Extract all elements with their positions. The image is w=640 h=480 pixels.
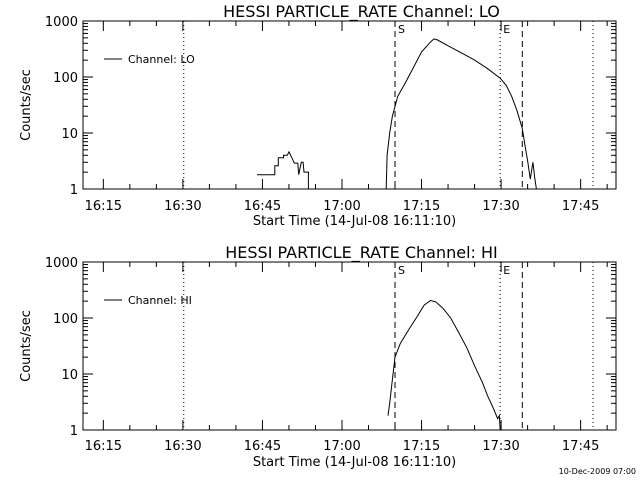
event-marker-label: S	[398, 23, 405, 36]
chart-title: HESSI PARTICLE_RATE Channel: LO	[223, 2, 500, 22]
y-tick-label: 10	[61, 368, 78, 383]
series-line	[257, 150, 309, 189]
x-tick-label: 16:15	[85, 199, 122, 214]
x-axis-label: Start Time (14-Jul-08 16:11:10)	[253, 214, 456, 229]
x-tick-label: 16:15	[85, 439, 122, 454]
x-tick-label: 17:45	[562, 199, 599, 214]
x-tick-label: 17:30	[482, 439, 519, 454]
plot-frame	[82, 261, 617, 431]
y-axis-label: Counts/sec	[19, 69, 34, 141]
footer-date: 10-Dec-2009 07:00	[559, 467, 636, 476]
x-tick-label: 17:15	[403, 439, 440, 454]
x-tick-label: 16:45	[244, 439, 281, 454]
event-marker-label: E	[503, 23, 510, 36]
y-tick-label: 10	[61, 127, 78, 142]
y-tick-label: 1	[70, 424, 78, 439]
legend-label: Channel: LO	[128, 53, 195, 66]
y-tick-label: 100	[53, 312, 78, 327]
series-line	[385, 38, 537, 190]
y-tick-label: 1	[70, 183, 78, 198]
series-line	[387, 299, 501, 431]
x-tick-label: 16:30	[164, 199, 201, 214]
legend-label: Channel: HI	[128, 294, 192, 307]
x-tick-label: 17:45	[562, 439, 599, 454]
x-tick-label: 17:00	[323, 439, 360, 454]
x-tick-label: 17:00	[323, 199, 360, 214]
event-marker-label: E	[503, 264, 510, 277]
chart-title: HESSI PARTICLE_RATE Channel: HI	[225, 243, 498, 263]
y-tick-label: 1000	[45, 15, 78, 30]
x-tick-label: 16:30	[164, 439, 201, 454]
x-tick-label: 16:45	[244, 199, 281, 214]
y-tick-label: 100	[53, 71, 78, 86]
event-marker-label: S	[398, 264, 405, 277]
x-tick-label: 17:30	[482, 199, 519, 214]
x-tick-label: 17:15	[403, 199, 440, 214]
y-axis-label: Counts/sec	[19, 310, 34, 382]
y-tick-label: 1000	[45, 256, 78, 271]
plot-frame	[82, 20, 617, 190]
x-axis-label: Start Time (14-Jul-08 16:11:10)	[253, 455, 456, 470]
